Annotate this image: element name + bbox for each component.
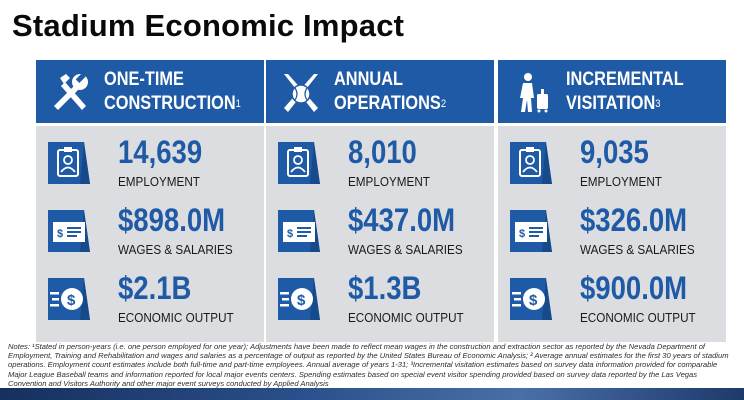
stat-label: WAGES & SALARIES xyxy=(580,242,695,257)
column-header: ANNUAL OPERATIONS2 xyxy=(266,60,494,126)
dollar-coin-icon: $ xyxy=(510,278,552,320)
stat-value: 9,035 xyxy=(580,134,649,170)
paycheck-icon: $ xyxy=(48,210,90,252)
stat-value: $900.0M xyxy=(580,270,688,306)
stat-label: EMPLOYMENT xyxy=(348,174,430,189)
svg-text:$: $ xyxy=(57,228,63,240)
stat-label: ECONOMIC OUTPUT xyxy=(348,310,464,325)
stat-wages: $ $898.0M WAGES & SALARIES xyxy=(36,202,264,270)
svg-text:$: $ xyxy=(297,292,306,309)
stat-employment: 9,035 EMPLOYMENT xyxy=(498,134,726,202)
stat-value: 14,639 xyxy=(118,134,203,170)
column-header: INCREMENTAL VISITATION3 xyxy=(498,60,726,126)
impact-column-construction: ONE-TIME CONSTRUCTION1 14,639 EMPLOYMENT… xyxy=(36,60,264,342)
stat-wages: $ $437.0M WAGES & SALARIES xyxy=(266,202,494,270)
svg-text:$: $ xyxy=(67,292,76,309)
paycheck-icon: $ xyxy=(510,210,552,252)
footnotes: Notes: ¹Stated in person-years (i.e. one… xyxy=(8,342,729,388)
stat-value: $2.1B xyxy=(118,270,192,306)
dollar-coin-icon: $ xyxy=(48,278,90,320)
svg-text:$: $ xyxy=(519,228,525,240)
column-header: ONE-TIME CONSTRUCTION1 xyxy=(36,60,264,126)
page-title: Stadium Economic Impact xyxy=(12,8,405,43)
stat-value: $326.0M xyxy=(580,202,688,238)
id-badge-icon xyxy=(48,142,90,184)
stat-employment: 8,010 EMPLOYMENT xyxy=(266,134,494,202)
stat-output: $ $1.3B ECONOMIC OUTPUT xyxy=(266,270,494,338)
paycheck-icon: $ xyxy=(278,210,320,252)
impact-column-visitation: INCREMENTAL VISITATION3 9,035 EMPLOYMENT… xyxy=(498,60,726,342)
dollar-coin-icon: $ xyxy=(278,278,320,320)
traveler-luggage-icon xyxy=(520,73,548,113)
stat-value: $1.3B xyxy=(348,270,422,306)
stat-employment: 14,639 EMPLOYMENT xyxy=(36,134,264,202)
svg-text:$: $ xyxy=(287,228,293,240)
stat-label: EMPLOYMENT xyxy=(580,174,662,189)
id-badge-icon xyxy=(278,142,320,184)
stat-wages: $ $326.0M WAGES & SALARIES xyxy=(498,202,726,270)
footer-band xyxy=(0,388,744,400)
stat-value: $437.0M xyxy=(348,202,456,238)
stat-label: ECONOMIC OUTPUT xyxy=(580,310,696,325)
stat-label: EMPLOYMENT xyxy=(118,174,200,189)
svg-text:$: $ xyxy=(529,292,538,309)
baseball-bats-icon xyxy=(284,74,318,112)
stat-value: $898.0M xyxy=(118,202,226,238)
stat-value: 8,010 xyxy=(348,134,417,170)
stat-output: $ $900.0M ECONOMIC OUTPUT xyxy=(498,270,726,338)
impact-column-operations: ANNUAL OPERATIONS2 8,010 EMPLOYMENT $ $4… xyxy=(266,60,494,342)
stat-output: $ $2.1B ECONOMIC OUTPUT xyxy=(36,270,264,338)
column-heading: ANNUAL OPERATIONS2 xyxy=(334,69,447,114)
column-heading: ONE-TIME CONSTRUCTION1 xyxy=(104,69,241,114)
stat-label: WAGES & SALARIES xyxy=(118,242,233,257)
wrench-hammer-icon xyxy=(54,73,88,110)
column-heading: INCREMENTAL VISITATION3 xyxy=(566,69,684,114)
id-badge-icon xyxy=(510,142,552,184)
stat-label: WAGES & SALARIES xyxy=(348,242,463,257)
stat-label: ECONOMIC OUTPUT xyxy=(118,310,234,325)
